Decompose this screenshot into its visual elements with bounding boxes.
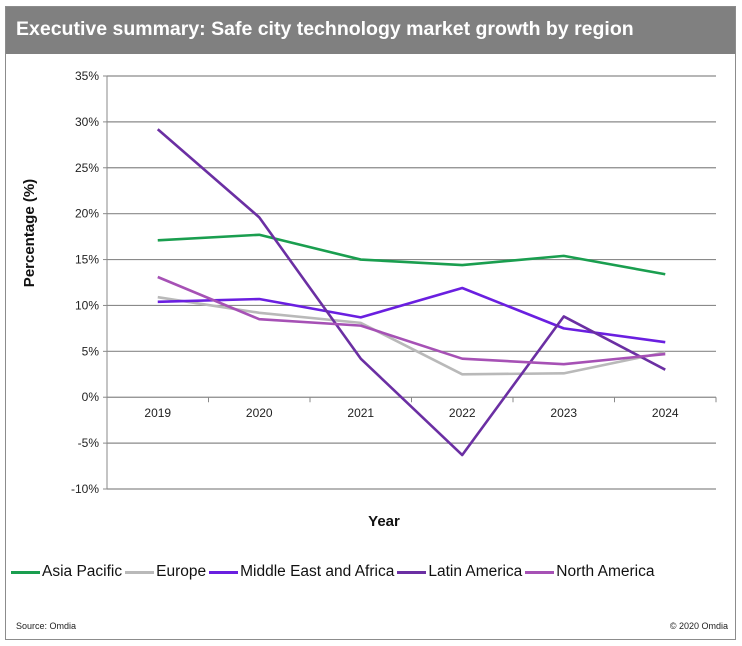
legend-item-europe: Europe (125, 563, 209, 581)
y-tick-label: 5% (82, 344, 100, 358)
y-tick-label: 25% (75, 161, 99, 175)
source-note: Source: Omdia (16, 621, 77, 631)
x-axis-ticks: 2019 2020 2021 2022 2023 2024 (106, 397, 717, 420)
legend-item-middle-east-and-africa: Middle East and Africa (209, 563, 397, 581)
series-lines (156, 128, 666, 457)
legend-label: Middle East and Africa (240, 563, 395, 580)
y-tick-label: -10% (71, 482, 99, 496)
legend-label: Latin America (428, 563, 523, 580)
legend-label: Europe (156, 563, 207, 580)
legend-item-asia-pacific: Asia Pacific (11, 563, 125, 581)
chart-title: Executive summary: Safe city technology … (16, 18, 634, 40)
x-tick-label: 2021 (347, 406, 374, 420)
legend-label: Asia Pacific (42, 563, 123, 580)
series-line-north-america (157, 275, 666, 366)
series-line-middle-east-and-africa (157, 286, 666, 344)
y-tick-label: 30% (75, 115, 99, 129)
legend-swatch (209, 570, 239, 574)
x-tick-label: 2020 (246, 406, 273, 420)
legend-swatch (397, 570, 427, 574)
x-tick-label: 2023 (550, 406, 577, 420)
y-tick-label: 0% (82, 390, 100, 404)
x-axis-title: Year (368, 513, 400, 530)
y-tick-label: 15% (75, 253, 99, 267)
legend-label: North America (556, 563, 655, 580)
x-tick-label: 2019 (144, 406, 171, 420)
y-axis-ticks: 35% 30% 25% 20% 15% 10% 5% 0% -5% -10% (71, 69, 107, 496)
y-tick-label: 20% (75, 207, 99, 221)
y-tick-label: 10% (75, 298, 99, 312)
legend: Asia Pacific Europe Middle East and Africa… (11, 562, 657, 582)
x-tick-label: 2024 (652, 406, 679, 420)
y-tick-label: 35% (75, 69, 99, 83)
gridlines (106, 75, 716, 490)
x-tick-label: 2022 (449, 406, 476, 420)
legend-swatch (125, 570, 155, 574)
series-line-asia-pacific (157, 233, 666, 276)
series-line-europe (157, 295, 666, 376)
legend-item-latin-america: Latin America (397, 563, 525, 581)
y-tick-label: -5% (78, 436, 100, 450)
copyright-note: © 2020 Omdia (669, 621, 728, 631)
legend-item-north-america: North America (525, 563, 657, 581)
series-line-latin-america (156, 128, 666, 457)
legend-swatch (11, 570, 40, 574)
legend-swatch (525, 570, 555, 574)
y-axis-title: Percentage (%) (21, 179, 38, 287)
chart-frame: Executive summary: Safe city technology … (5, 6, 736, 640)
header-bar: Executive summary: Safe city technology … (6, 7, 735, 54)
